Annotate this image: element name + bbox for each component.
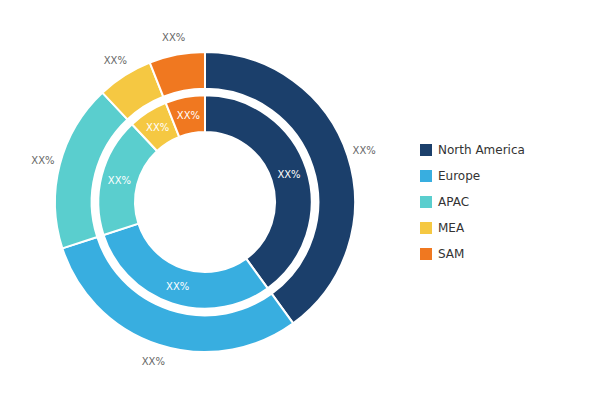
slice (166, 95, 205, 137)
data-label: XX% (104, 55, 127, 66)
legend-item: SAM (420, 247, 464, 261)
donut (55, 52, 355, 352)
ring (55, 52, 355, 352)
slice (104, 224, 268, 309)
legend-item: MEA (420, 221, 465, 235)
data-label: XX% (31, 155, 54, 166)
legend-label: SAM (438, 247, 464, 261)
data-label: XX% (353, 145, 376, 156)
data-label: XX% (146, 122, 169, 133)
legend-swatch (420, 144, 432, 156)
slice (205, 95, 312, 288)
ring (98, 95, 311, 308)
data-label: XX% (177, 110, 200, 121)
legend-label: Europe (438, 169, 480, 183)
data-labels: XX% XX% XX% XX% XX% XX% XX% XX% XX% XX% (31, 32, 375, 367)
legend-item: Europe (420, 169, 480, 183)
legend-swatch (420, 196, 432, 208)
legend-label: APAC (438, 195, 469, 209)
legend-swatch (420, 248, 432, 260)
slice (150, 52, 205, 97)
data-label: XX% (166, 281, 189, 292)
chart: XX% XX% XX% XX% XX% XX% XX% XX% XX% XX% North Amer… (0, 0, 607, 404)
legend-item: North America (420, 143, 525, 157)
data-label: XX% (142, 356, 165, 367)
legend-item: APAC (420, 195, 469, 209)
legend-label: North America (438, 143, 525, 157)
legend-swatch (420, 170, 432, 182)
legend: North America Europe APAC MEA SAM (420, 143, 525, 261)
data-label: XX% (277, 169, 300, 180)
data-label: XX% (162, 32, 185, 43)
legend-label: MEA (438, 221, 465, 235)
legend-swatch (420, 222, 432, 234)
data-label: XX% (108, 175, 131, 186)
